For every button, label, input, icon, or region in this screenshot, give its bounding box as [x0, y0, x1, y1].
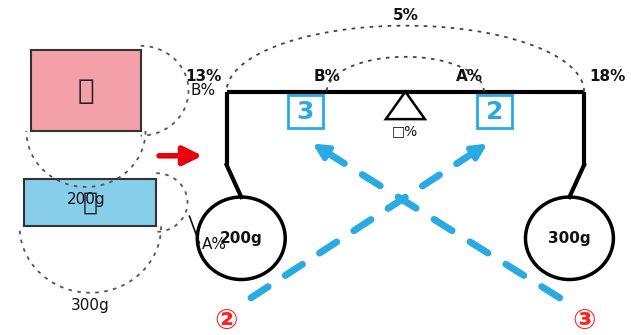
Text: 200g: 200g: [67, 192, 105, 207]
Text: 300g: 300g: [548, 231, 591, 246]
Text: イ: イ: [83, 191, 98, 214]
Text: □%: □%: [392, 125, 418, 139]
Text: A%: A%: [456, 69, 483, 84]
Bar: [477, 95, 512, 128]
Bar: [288, 95, 323, 128]
Bar: [25, 179, 156, 226]
Text: A%: A%: [202, 237, 227, 252]
Text: ③: ③: [572, 307, 596, 335]
Text: 5%: 5%: [392, 8, 418, 23]
Text: ア: ア: [78, 77, 94, 105]
Text: 3: 3: [297, 100, 314, 124]
Bar: [32, 50, 141, 131]
Text: 2: 2: [486, 100, 504, 124]
Text: B%: B%: [313, 69, 340, 84]
Text: 18%: 18%: [589, 69, 625, 84]
Text: ②: ②: [215, 307, 239, 335]
Text: 200g: 200g: [220, 231, 262, 246]
Text: 13%: 13%: [186, 69, 221, 84]
Text: B%: B%: [191, 83, 216, 98]
Text: 300g: 300g: [71, 298, 110, 313]
